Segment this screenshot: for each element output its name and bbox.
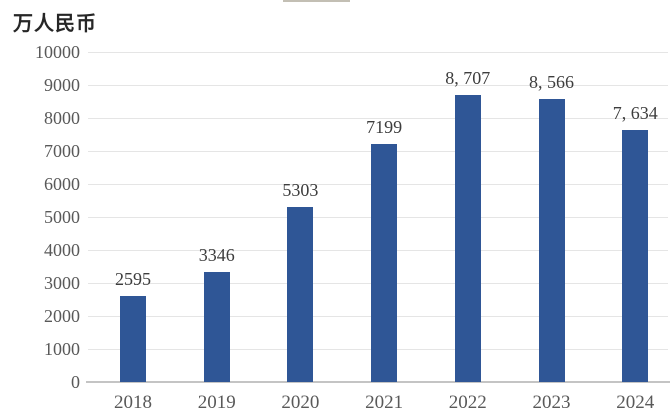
value-label-2023: 8, 566 xyxy=(529,72,574,93)
y-tick-label-9000: 9000 xyxy=(44,75,80,95)
cropped-title-remnant xyxy=(283,0,350,2)
value-label-2022: 8, 707 xyxy=(445,67,491,88)
value-label-2018: 2595 xyxy=(115,269,151,290)
y-tick-label-10000: 10000 xyxy=(35,42,80,62)
gridline-9000 xyxy=(88,84,668,86)
y-tick-label-8000: 8000 xyxy=(44,108,80,128)
value-label-2021: 7199 xyxy=(366,117,403,138)
bar-2024 xyxy=(622,130,649,382)
y-tick-label-2000: 2000 xyxy=(44,306,80,326)
bar-2022 xyxy=(454,94,481,382)
y-tick-label-5000: 5000 xyxy=(44,207,80,227)
x-axis-line xyxy=(86,381,670,383)
value-label-2024: 7, 634 xyxy=(612,103,658,124)
y-tick-label-3000: 3000 xyxy=(44,273,80,293)
bar-2020 xyxy=(287,207,314,382)
bar-2019 xyxy=(203,271,230,382)
y-tick-label-0: 0 xyxy=(71,372,80,392)
x-axis-label-2018: 2018 xyxy=(114,392,152,413)
y-tick-label-1000: 1000 xyxy=(44,339,80,359)
value-label-2019: 3346 xyxy=(198,244,235,265)
x-axis-label-2020: 2020 xyxy=(281,392,320,413)
x-axis-label-2023: 2023 xyxy=(532,392,571,413)
bar-2018 xyxy=(120,296,146,382)
x-axis-label-2019: 2019 xyxy=(197,392,236,413)
y-tick-label-6000: 6000 xyxy=(44,174,80,194)
x-axis-label-2024: 2024 xyxy=(616,392,655,413)
value-label-2020: 5303 xyxy=(282,180,319,200)
bar-2023 xyxy=(538,99,565,382)
x-axis-label-2021: 2021 xyxy=(365,392,404,413)
x-axis-label-2022: 2022 xyxy=(448,392,487,413)
y-tick-label-4000: 4000 xyxy=(44,240,80,260)
y-axis-unit-label: 万人民币 xyxy=(13,13,97,35)
gridline-10000 xyxy=(88,51,668,53)
y-tick-label-7000: 7000 xyxy=(44,141,80,161)
bar-2021 xyxy=(371,144,398,382)
gridline-8000 xyxy=(88,117,668,119)
